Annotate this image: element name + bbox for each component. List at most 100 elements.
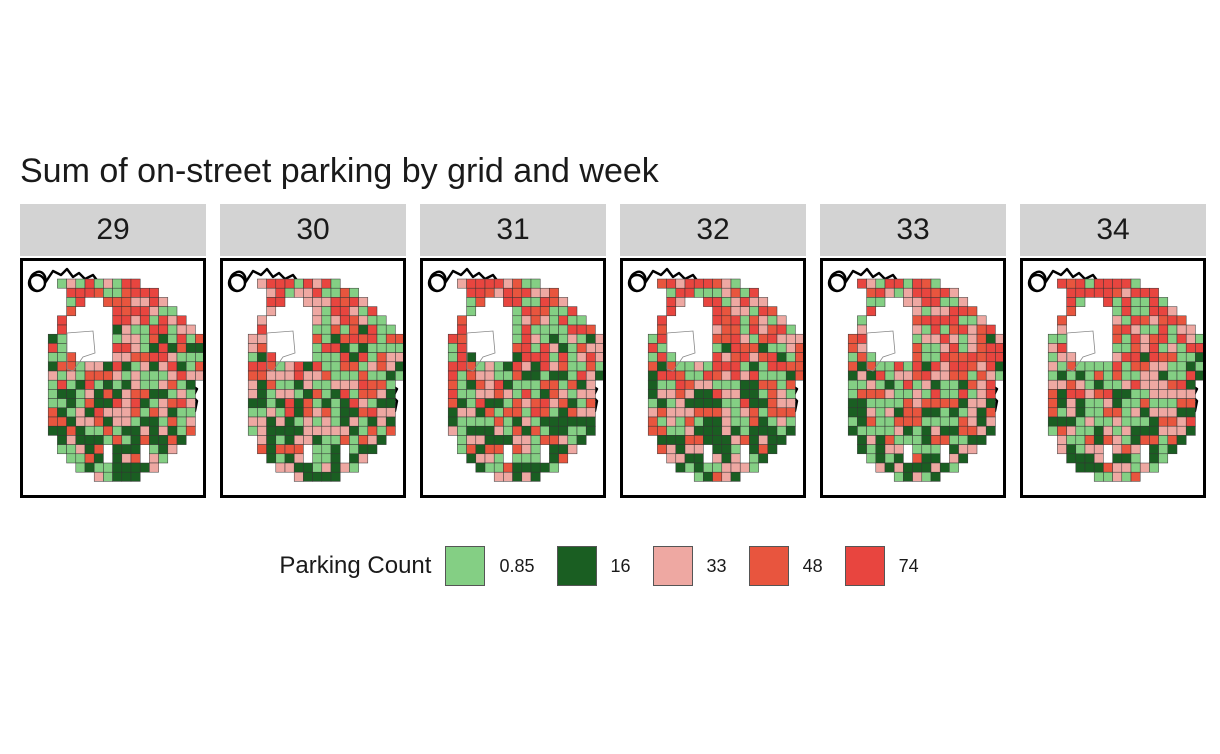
grid-cell [530,398,541,409]
grid-cell [1158,444,1169,455]
grid-cell [376,425,387,436]
legend-swatch [844,546,885,586]
grid-cell [1167,315,1178,326]
grid-cell [167,343,178,353]
grid-cell [349,425,359,436]
grid-cell [330,379,341,390]
grid-cell [930,370,941,381]
grid-cell [84,444,95,455]
grid-cell [284,462,295,473]
grid-cell [703,361,713,372]
grid-cell [1130,389,1141,399]
grid-cell [912,444,923,455]
grid-cell [339,315,350,326]
grid-cell [1121,425,1132,436]
grid-cell [1093,407,1104,418]
grid-cell [66,398,77,409]
grid-cell [493,471,504,482]
grid-cell [121,324,132,335]
grid-cell [149,407,159,418]
grid-cell [1176,333,1187,344]
grid-cell [939,343,950,353]
grid-cell [1084,425,1095,436]
grid-cell [521,287,532,298]
grid-cell [158,361,169,372]
grid-cell [1149,352,1159,363]
grid-cell [266,435,277,445]
grid-cell [339,370,350,381]
grid-cell [484,389,495,399]
grid-cell [558,343,569,353]
grid-cell [367,352,378,363]
grid-cell [376,324,387,335]
grid-cell [149,425,159,436]
grid-cell [930,416,941,427]
grid-cell [939,435,950,445]
grid-cell [712,306,723,317]
grid-cell [712,315,723,326]
grid-cell [167,370,178,381]
grid-cell [176,398,187,409]
grid-cell [457,352,467,363]
grid-cell [176,370,187,381]
grid-cell [512,471,523,482]
grid-cell [930,306,941,317]
grid-cell [330,315,341,326]
grid-cell [321,352,332,363]
grid-cell [312,444,323,455]
grid-cell [521,471,532,482]
grid-cell [149,324,159,335]
grid-cell [930,407,941,418]
grid-cell [57,407,67,418]
grid-cell [1103,416,1113,427]
grid-cell [1176,315,1187,326]
grid-cell [558,315,569,326]
grid-cell [57,343,67,353]
grid-cell [284,398,295,409]
grid-cell [358,416,369,427]
grid-cell [721,407,732,418]
grid-cell [558,324,569,335]
grid-cell [475,462,486,473]
grid-cell [121,352,132,363]
grid-cell [1176,352,1187,363]
grid-cell [657,343,667,353]
grid-cell [1103,287,1113,298]
grid-cell [376,435,387,445]
grid-cell [457,444,467,455]
grid-cell [158,435,169,445]
grid-cell [712,352,723,363]
grid-cell [47,333,58,344]
grid-cell [1084,361,1095,372]
grid-cell [530,435,541,445]
grid-cell [912,306,923,317]
grid-cell [484,407,495,418]
grid-cell [767,370,778,381]
grid-cell [493,444,504,455]
grid-cell [558,333,569,344]
grid-cell [167,407,178,418]
grid-cell [866,297,877,307]
grid-cell [330,407,341,418]
grid-cell [666,352,677,363]
grid-cell [1066,444,1077,455]
grid-cell [330,278,341,289]
grid-cell [866,352,877,363]
grid-cell [1167,361,1178,372]
grid-cell [321,389,332,399]
grid-cell [712,416,723,427]
grid-cell [912,416,923,427]
grid-cell [447,407,458,418]
grid-cell [512,435,523,445]
grid-cell [558,306,569,317]
legend-swatch [748,546,789,586]
grid-cell [558,361,569,372]
boundary-loop [827,273,847,293]
grid-cell [130,324,141,335]
grid-cell [466,416,477,427]
grid-cell [139,435,150,445]
grid-cell [185,352,196,363]
grid-cell [176,416,187,427]
grid-cell [466,453,477,464]
grid-cell [1047,407,1058,418]
